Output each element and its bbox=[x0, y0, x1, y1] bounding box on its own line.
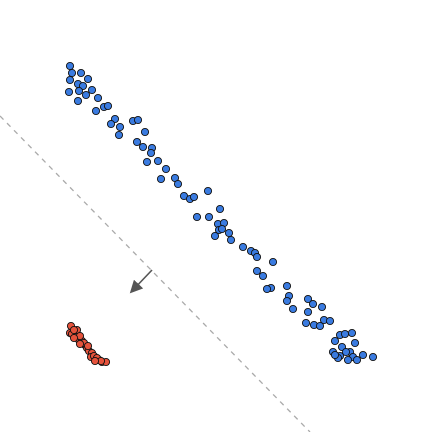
red-scatter-point bbox=[69, 333, 79, 343]
blue-scatter-point bbox=[368, 352, 378, 362]
blue-scatter-point bbox=[226, 235, 236, 245]
blue-scatter-point bbox=[330, 350, 340, 360]
blue-scatter-point bbox=[142, 157, 152, 167]
blue-scatter-point bbox=[341, 347, 351, 357]
blue-scatter-point bbox=[268, 257, 278, 267]
blue-scatter-point bbox=[330, 336, 340, 346]
blue-scatter-point bbox=[215, 204, 225, 214]
blue-scatter-point bbox=[203, 186, 213, 196]
red-scatter-point bbox=[69, 325, 79, 335]
blue-scatter-point bbox=[156, 174, 166, 184]
decision-boundary-dashed-line bbox=[0, 115, 311, 432]
blue-scatter-point bbox=[238, 242, 248, 252]
blue-scatter-point bbox=[347, 328, 357, 338]
blue-scatter-point bbox=[262, 284, 272, 294]
blue-scatter-point bbox=[114, 130, 124, 140]
blue-scatter-point bbox=[132, 137, 142, 147]
blue-cluster-series bbox=[64, 61, 378, 365]
blue-scatter-point bbox=[140, 127, 150, 137]
blue-scatter-point bbox=[153, 156, 163, 166]
blue-scatter-point bbox=[76, 68, 86, 78]
blue-scatter-point bbox=[106, 119, 116, 129]
red-cluster-series bbox=[65, 321, 111, 367]
blue-scatter-point bbox=[303, 294, 313, 304]
blue-scatter-point bbox=[133, 115, 143, 125]
red-scatter-point bbox=[90, 356, 100, 366]
red-scatter-point bbox=[75, 339, 85, 349]
blue-scatter-point bbox=[217, 224, 227, 234]
blue-scatter-point bbox=[83, 74, 93, 84]
blue-scatter-point bbox=[67, 68, 77, 78]
blue-scatter-point bbox=[325, 316, 335, 326]
blue-scatter-point bbox=[65, 61, 75, 71]
blue-scatter-point bbox=[91, 106, 101, 116]
blue-scatter-point bbox=[350, 338, 360, 348]
blue-scatter-point bbox=[146, 148, 156, 158]
blue-scatter-point bbox=[301, 318, 311, 328]
blue-scatter-point bbox=[258, 271, 268, 281]
blue-scatter-point bbox=[138, 142, 148, 152]
blue-scatter-point bbox=[210, 231, 220, 241]
blue-scatter-point bbox=[73, 96, 83, 106]
blue-scatter-point bbox=[74, 86, 84, 96]
blue-scatter-point bbox=[192, 212, 202, 222]
blue-scatter-point bbox=[103, 101, 113, 111]
blue-scatter-point bbox=[189, 192, 199, 202]
blue-scatter-point bbox=[65, 75, 75, 85]
blue-scatter-point bbox=[288, 304, 298, 314]
blue-scatter-point bbox=[224, 228, 234, 238]
blue-scatter-point bbox=[87, 85, 97, 95]
blue-scatter-point bbox=[64, 87, 74, 97]
blue-scatter-point bbox=[204, 212, 214, 222]
blue-scatter-point bbox=[303, 307, 313, 317]
blue-scatter-point bbox=[315, 321, 325, 331]
blue-scatter-point bbox=[358, 350, 368, 360]
blue-scatter-point bbox=[352, 355, 362, 365]
blue-scatter-point bbox=[282, 281, 292, 291]
blue-scatter-point bbox=[161, 164, 171, 174]
annotation-layer bbox=[0, 115, 311, 432]
blue-scatter-point bbox=[93, 93, 103, 103]
blue-scatter-point bbox=[343, 355, 353, 365]
blue-scatter-point bbox=[252, 266, 262, 276]
normal-vector-arrow bbox=[129, 269, 153, 294]
blue-scatter-point bbox=[252, 252, 262, 262]
blue-scatter-point bbox=[317, 302, 327, 312]
blue-scatter-point bbox=[308, 299, 318, 309]
blue-scatter-point bbox=[115, 122, 125, 132]
blue-scatter-point bbox=[340, 329, 350, 339]
blue-scatter-point bbox=[173, 179, 183, 189]
blue-scatter-point bbox=[81, 90, 91, 100]
blue-scatter-point bbox=[282, 296, 292, 306]
points-layer bbox=[64, 61, 378, 367]
red-scatter-point bbox=[83, 341, 93, 351]
